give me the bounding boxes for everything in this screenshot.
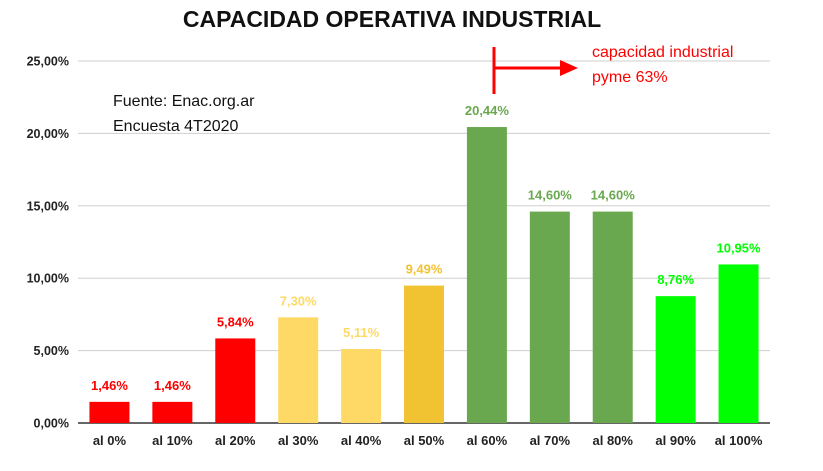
x-category-label: al 20% xyxy=(215,433,256,448)
annotation-line-2: pyme 63% xyxy=(592,69,668,86)
x-category-label: al 50% xyxy=(404,433,445,448)
y-tick-label: 10,00% xyxy=(27,272,69,286)
data-label: 7,30% xyxy=(280,293,317,308)
bar xyxy=(152,401,193,423)
bar xyxy=(89,401,130,423)
bar xyxy=(718,264,759,423)
bar xyxy=(655,296,696,423)
data-label: 14,60% xyxy=(591,188,636,203)
data-label: 14,60% xyxy=(528,188,573,203)
capacity-annotation: capacidad industrial pyme 63% xyxy=(492,44,733,94)
data-labels: 1,46% 1,46% 5,84% 7,30% 5,11% 9,49% 20,44% 14,6… xyxy=(91,103,761,393)
y-axis-ticks: 0,00% 5,00% 10,00% 15,00% 20,00% 25,00% xyxy=(27,55,69,431)
bar xyxy=(215,338,256,423)
x-axis-categories: al 0% al 10% al 20% al 30% al 40% al 50% al 60… xyxy=(93,433,763,448)
y-tick-label: 20,00% xyxy=(27,127,69,141)
data-label: 8,76% xyxy=(657,272,694,287)
x-category-label: al 60% xyxy=(467,433,508,448)
data-label: 9,49% xyxy=(406,262,443,277)
y-tick-label: 0,00% xyxy=(34,417,69,431)
bar xyxy=(278,317,319,423)
x-category-label: al 70% xyxy=(530,433,571,448)
y-tick-label: 25,00% xyxy=(27,55,69,69)
data-label: 10,95% xyxy=(716,240,761,255)
x-category-label: al 30% xyxy=(278,433,319,448)
y-tick-label: 15,00% xyxy=(27,199,69,213)
data-label: 20,44% xyxy=(465,103,510,118)
x-category-label: al 100% xyxy=(715,433,763,448)
bar xyxy=(529,211,570,423)
data-label: 5,11% xyxy=(343,325,380,340)
y-tick-label: 5,00% xyxy=(34,344,69,358)
bar xyxy=(466,127,507,423)
x-category-label: al 90% xyxy=(655,433,696,448)
bars xyxy=(89,127,759,423)
x-category-label: al 80% xyxy=(592,433,633,448)
x-category-label: al 40% xyxy=(341,433,382,448)
bar xyxy=(404,285,444,423)
annotation-arrow-head xyxy=(560,60,578,76)
bar xyxy=(341,349,382,423)
gridlines xyxy=(78,60,770,424)
source-note: Fuente: Enac.org.ar Encuesta 4T2020 xyxy=(113,93,255,135)
chart-title: CAPACIDAD OPERATIVA INDUSTRIAL xyxy=(183,6,601,32)
x-category-label: al 0% xyxy=(93,433,127,448)
source-line-1: Fuente: Enac.org.ar xyxy=(113,93,255,110)
x-category-label: al 10% xyxy=(152,433,193,448)
annotation-line-1: capacidad industrial xyxy=(592,44,733,61)
data-label: 5,84% xyxy=(217,314,254,329)
data-label: 1,46% xyxy=(91,378,128,393)
bar xyxy=(592,211,633,423)
data-label: 1,46% xyxy=(154,378,191,393)
source-line-2: Encuesta 4T2020 xyxy=(113,118,239,135)
